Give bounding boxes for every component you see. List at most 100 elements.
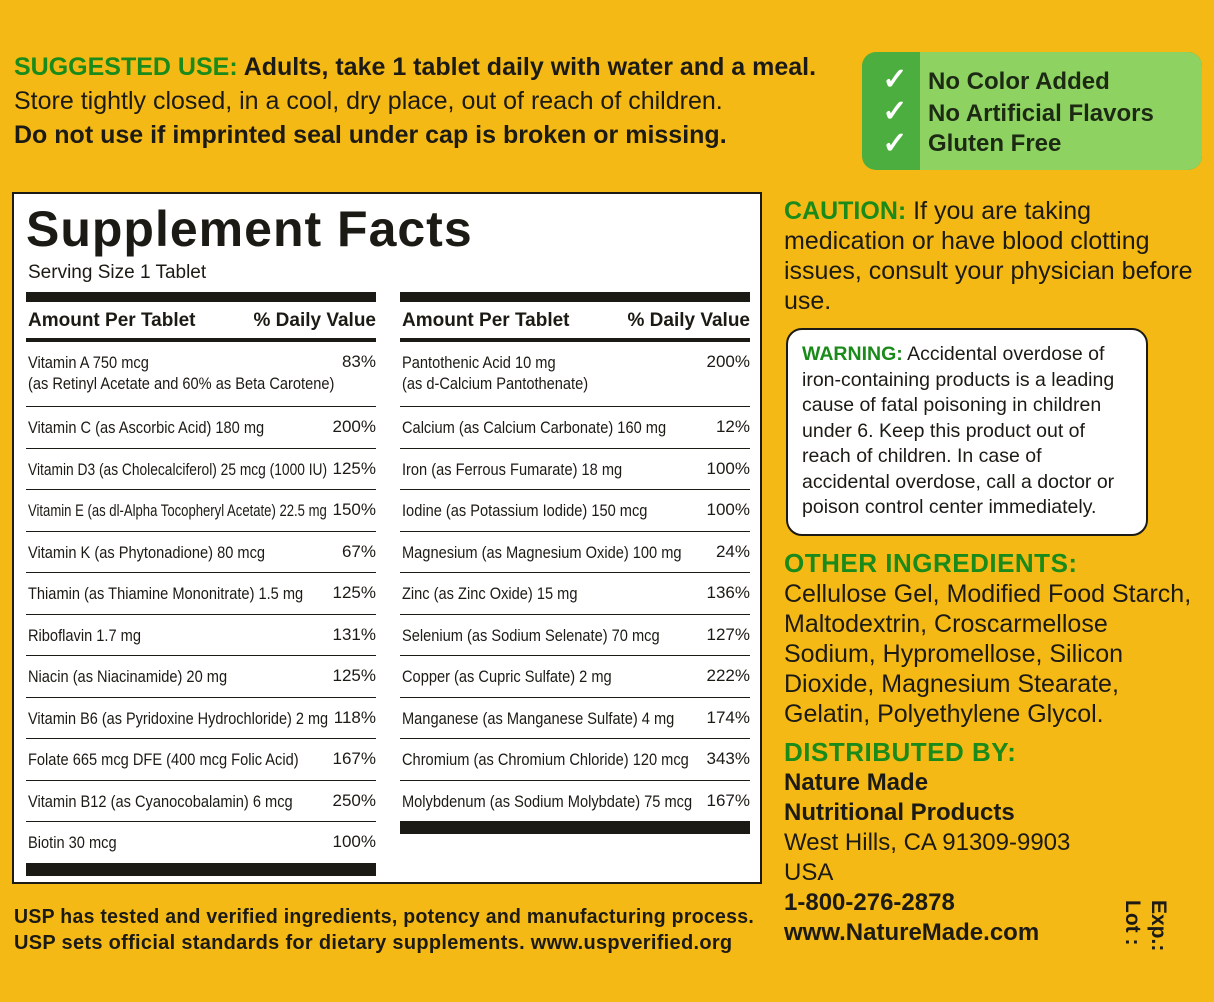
nutrient-row: Copper (as Cupric Sulfate) 2 mg 222%	[400, 656, 750, 698]
suggested-use-text: Adults, take 1 tablet daily with water a…	[243, 53, 817, 81]
nutrient-name: Molybdenum (as Sodium Molybdate) 75 mcg	[402, 791, 739, 812]
nutrient-row: Vitamin B12 (as Cyanocobalamin) 6 mcg 250…	[26, 781, 376, 822]
caution-block: CAUTION: If you are taking medication or…	[784, 196, 1204, 316]
check-icon: ✓	[882, 63, 908, 96]
nutrient-row: Vitamin B6 (as Pyridoxine Hydrochloride)…	[26, 698, 376, 739]
nutrient-row: Iodine (as Potassium Iodide) 150 mcg 100%	[400, 490, 750, 532]
suggested-use: SUGGESTED USE: Adults, take 1 tablet dai…	[14, 50, 816, 152]
nutrient-name: Folate 665 mcg DFE (400 mcg Folic Acid)	[28, 749, 343, 770]
nutrient-amount: Iodine (as Potassium Iodide) 150 mcg	[402, 501, 648, 520]
nutrient-amount: Vitamin K (as Phytonadione) 80 mcg	[28, 542, 266, 562]
nutrient-name: Manganese (as Manganese Sulfate) 4 mg	[402, 708, 719, 729]
nutrient-amount: Molybdenum (as Sodium Molybdate) 75 mcg	[402, 791, 693, 811]
facts-column-left: Amount Per Tablet % Daily Value Vitamin …	[26, 292, 376, 876]
warning-label: WARNING:	[802, 343, 903, 365]
check-icon: ✓	[882, 95, 908, 128]
seal-warning: Do not use if imprinted seal under cap i…	[14, 121, 727, 149]
nutrient-amount: Iron (as Ferrous Fumarate) 18 mg	[402, 459, 623, 479]
caution-text: If you are taking medication or have blo…	[784, 197, 1193, 315]
facts-rows-left: Vitamin A 750 mcg (as Retinyl Acetate and…	[26, 342, 376, 864]
nutrient-daily-value: 67%	[341, 541, 376, 561]
claim-no-flavors: No Artificial Flavors	[928, 100, 1154, 127]
usp-line-2: USP sets official standards for dietary …	[14, 932, 733, 954]
suggested-use-line-1: SUGGESTED USE: Adults, take 1 tablet dai…	[14, 50, 816, 84]
nutrient-daily-value: 200%	[332, 417, 376, 436]
nutrient-name: Vitamin K (as Phytonadione) 80 mcg	[28, 542, 304, 563]
suggested-use-label: SUGGESTED USE:	[14, 53, 238, 81]
nutrient-name: Vitamin E (as dl-Alpha Tocopheryl Acetat…	[28, 500, 416, 521]
nutrient-name: Vitamin B6 (as Pyridoxine Hydrochloride)…	[28, 708, 380, 729]
nutrient-amount: Copper (as Cupric Sulfate) 2 mg	[402, 667, 612, 686]
distributor-country: USA	[784, 859, 834, 886]
storage-instructions: Store tightly closed, in a cool, dry pla…	[14, 87, 723, 115]
nutrient-row: Iron (as Ferrous Fumarate) 18 mg 100%	[400, 449, 750, 490]
nutrient-daily-value: 131%	[332, 624, 376, 644]
nutrient-amount: Vitamin B6 (as Pyridoxine Hydrochloride)…	[28, 708, 329, 728]
caution-label: CAUTION:	[784, 197, 907, 225]
distributor-phone: 1-800-276-2878	[784, 889, 955, 916]
distributed-by-heading: DISTRIBUTED BY:	[784, 737, 1017, 767]
supplement-facts-panel: Supplement Facts Serving Size 1 Tablet A…	[12, 192, 762, 884]
distributor-name-2: Nutritional Products	[784, 799, 1015, 826]
nutrient-row: Vitamin E (as dl-Alpha Tocopheryl Acetat…	[26, 490, 376, 532]
nutrient-amount: Magnesium (as Magnesium Oxide) 100 mg	[402, 542, 682, 562]
nutrient-name: Calcium (as Calcium Carbonate) 160 mg	[402, 417, 709, 438]
nutrient-name: Niacin (as Niacinamide) 20 mg	[28, 666, 259, 687]
nutrient-name: Iodine (as Potassium Iodide) 150 mcg	[402, 500, 687, 521]
serving-size: Serving Size 1 Tablet	[28, 262, 207, 283]
nutrient-row: Selenium (as Sodium Selenate) 70 mcg 127%	[400, 615, 750, 656]
thick-rule	[26, 863, 376, 876]
nutrient-amount: Calcium (as Calcium Carbonate) 160 mg	[402, 418, 667, 437]
nutrient-amount: Pantothenic Acid 10 mg	[402, 353, 556, 372]
nutrient-name: Pantothenic Acid 10 mg (as d-Calcium Pant…	[402, 352, 618, 394]
nutrient-row: Niacin (as Niacinamide) 20 mg 125%	[26, 656, 376, 698]
nutrient-daily-value: 125%	[332, 666, 376, 685]
nutrient-name: Copper (as Cupric Sulfate) 2 mg	[402, 666, 646, 687]
nutrient-amount: Riboflavin 1.7 mg	[28, 625, 141, 645]
supplement-facts-title: Supplement Facts	[26, 201, 473, 257]
warning-text: Accidental overdose of iron-containing p…	[802, 343, 1115, 518]
nutrient-name: Vitamin B12 (as Cyanocobalamin) 6 mcg	[28, 791, 336, 812]
nutrient-name: Riboflavin 1.7 mg	[28, 625, 159, 646]
nutrient-row: Biotin 30 mcg 100%	[26, 822, 376, 864]
nutrient-name: Chromium (as Chromium Chloride) 120 mcg	[402, 749, 735, 770]
nutrient-name: Vitamin C (as Ascorbic Acid) 180 mg	[28, 417, 303, 438]
claim-no-color: No Color Added	[928, 68, 1110, 95]
exp-label: Exp.:	[1147, 900, 1170, 952]
nutrient-daily-value: 200%	[706, 352, 750, 371]
nutrient-daily-value: 12%	[715, 417, 750, 436]
nutrient-amount: Zinc (as Zinc Oxide) 15 mg	[402, 584, 578, 603]
facts-header: Amount Per Tablet % Daily Value	[400, 302, 750, 342]
nutrient-row: Riboflavin 1.7 mg 131%	[26, 615, 376, 656]
nutrient-row: Zinc (as Zinc Oxide) 15 mg 136%	[400, 573, 750, 615]
claims-badge-panel	[920, 52, 1202, 170]
nutrient-daily-value: 343%	[706, 749, 750, 768]
nutrient-row: Folate 665 mcg DFE (400 mcg Folic Acid) 1…	[26, 739, 376, 781]
nutrient-name: Thiamin (as Thiamine Mononitrate) 1.5 mg	[28, 583, 348, 604]
nutrient-row: Molybdenum (as Sodium Molybdate) 75 mcg 1…	[400, 781, 750, 822]
lot-exp: Lot : Exp.:	[1120, 900, 1180, 980]
nutrient-daily-value: 100%	[706, 458, 750, 478]
distributor-address: West Hills, CA 91309-9903	[784, 829, 1071, 856]
nutrient-amount: Folate 665 mcg DFE (400 mcg Folic Acid)	[28, 750, 299, 769]
check-icon: ✓	[882, 127, 908, 160]
usp-statement: USP has tested and verified ingredients,…	[14, 904, 774, 956]
nutrient-daily-value: 125%	[332, 583, 376, 602]
nutrient-daily-value: 24%	[715, 541, 750, 561]
header-daily-value: % Daily Value	[627, 310, 750, 331]
nutrient-name: Iron (as Ferrous Fumarate) 18 mg	[402, 459, 658, 480]
nutrient-daily-value: 222%	[706, 666, 750, 685]
nutrient-source: (as Retinyl Acetate and 60% as Beta Caro…	[28, 374, 335, 393]
distributor-name-1: Nature Made	[784, 769, 929, 796]
facts-header: Amount Per Tablet % Daily Value	[26, 302, 376, 342]
header-daily-value: % Daily Value	[253, 310, 376, 331]
facts-rows-right: Pantothenic Acid 10 mg (as d-Calcium Pant…	[400, 342, 750, 822]
nutrient-row: Vitamin K (as Phytonadione) 80 mcg 67%	[26, 532, 376, 573]
nutrient-row: Vitamin D3 (as Cholecalciferol) 25 mcg (…	[26, 449, 376, 490]
distributor-info: Nature Made Nutritional Products West Hi…	[784, 768, 1070, 948]
nutrient-name: Biotin 30 mcg	[28, 832, 131, 853]
thick-rule	[400, 822, 750, 834]
nutrient-name: Zinc (as Zinc Oxide) 15 mg	[402, 583, 606, 604]
other-ingredients-text: Cellulose Gel, Modified Food Starch, Mal…	[784, 580, 1192, 728]
nutrient-name: Selenium (as Sodium Selenate) 70 mcg	[402, 625, 702, 646]
